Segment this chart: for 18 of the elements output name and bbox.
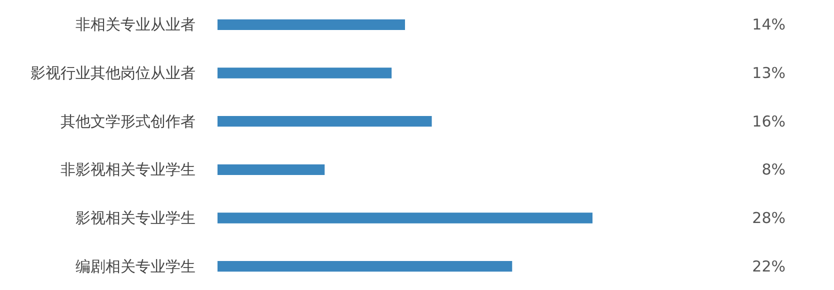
data-label: 22% xyxy=(752,257,786,276)
bar xyxy=(218,261,512,272)
y-tick-label: 非影视相关专业学生 xyxy=(60,160,196,179)
bar xyxy=(218,68,392,78)
y-tick-label: 编剧相关专业学生 xyxy=(76,257,196,276)
bar xyxy=(218,116,432,127)
y-tick-label: 影视相关专业学生 xyxy=(76,209,196,227)
y-tick-label: 影视行业其他岗位从业者 xyxy=(30,64,196,82)
y-tick-label: 其他文学形式创作者 xyxy=(60,112,196,130)
data-label: 13% xyxy=(752,64,786,82)
data-label: 14% xyxy=(752,16,786,34)
bar xyxy=(218,164,325,175)
y-tick-label: 非相关专业从业者 xyxy=(76,16,196,34)
data-label: 28% xyxy=(752,209,786,227)
data-label: 8% xyxy=(762,160,786,179)
data-label: 16% xyxy=(752,112,786,130)
bar xyxy=(218,19,405,30)
bar xyxy=(218,212,592,224)
